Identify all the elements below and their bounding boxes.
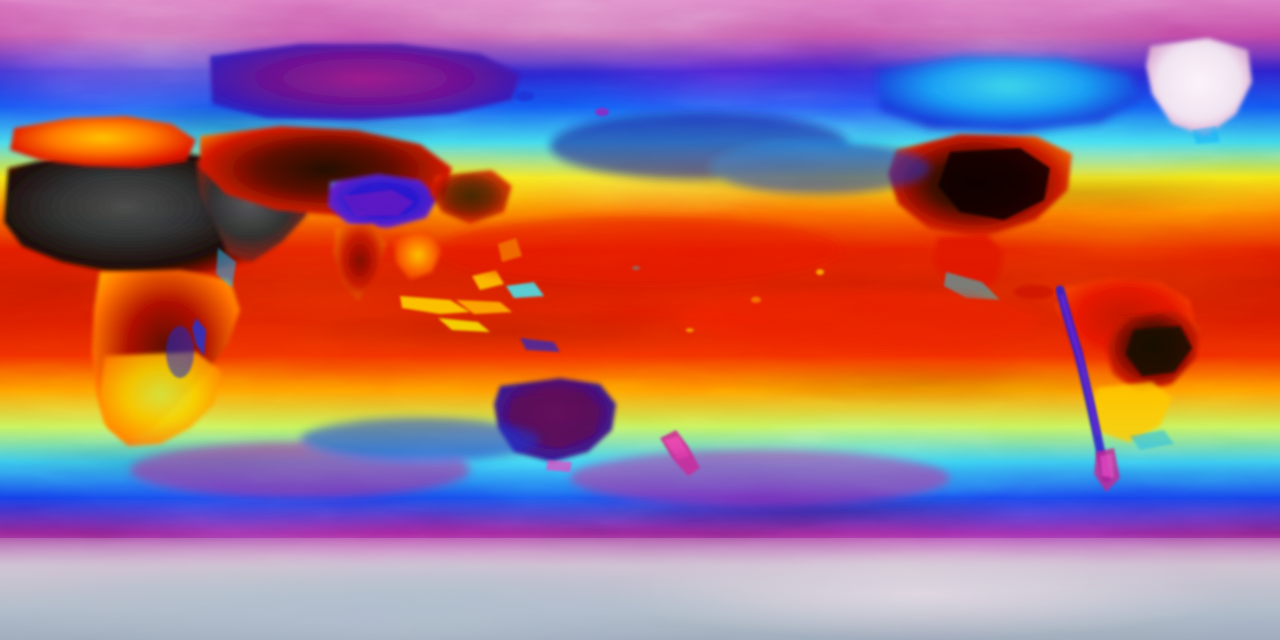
antarctica-ice-cap (0, 537, 1280, 640)
